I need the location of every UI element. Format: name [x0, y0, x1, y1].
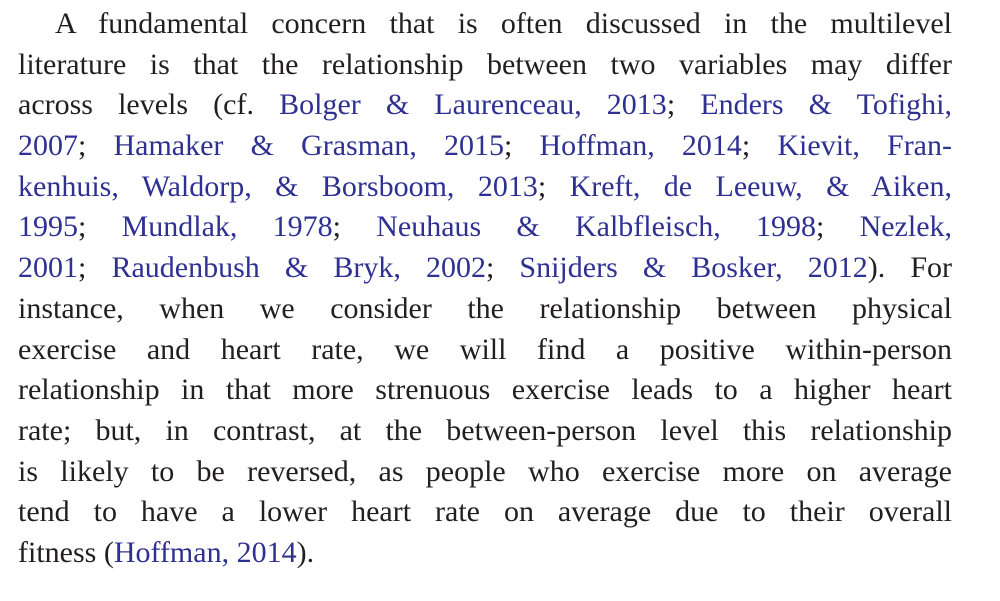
paragraph: A fundamental concern that is often disc…: [18, 4, 952, 574]
text-span: ;: [78, 251, 112, 285]
text-line: exercise and heart rate, we will find a …: [18, 330, 952, 371]
text-span: across levels (cf.: [18, 88, 280, 122]
text-span: ;: [537, 169, 570, 203]
text-line: 2007; Hamaker & Grasman, 2015; Hoffman, …: [18, 126, 952, 167]
citation-link[interactable]: Mundlak, 1978: [121, 210, 333, 244]
text-span: ;: [504, 129, 540, 163]
text-span: fitness (: [18, 535, 114, 569]
citation-link[interactable]: Snijders & Bosker, 2012: [519, 251, 868, 285]
text-line: tend to have a lower heart rate on avera…: [18, 492, 952, 533]
text-span: ;: [816, 210, 860, 244]
text-span: relationship in that more strenuous exer…: [18, 373, 952, 407]
text-span: A fundamental concern that is often disc…: [55, 7, 952, 40]
text-span: literature is that the relationship betw…: [18, 47, 952, 81]
citation-link[interactable]: Hamaker & Grasman, 2015: [113, 129, 504, 163]
text-span: ).: [296, 535, 315, 569]
text-span: rate; but, in contrast, at the between-p…: [18, 413, 952, 447]
text-line: across levels (cf. Bolger & Laurenceau, …: [18, 85, 952, 126]
text-line: 2001; Raudenbush & Bryk, 2002; Snijders …: [18, 248, 952, 289]
citation-link[interactable]: Enders & Tofighi,: [700, 88, 952, 122]
text-line: relationship in that more strenuous exer…: [18, 370, 952, 411]
text-line: is likely to be reversed, as people who …: [18, 452, 952, 493]
text-line: instance, when we consider the relations…: [18, 289, 952, 330]
citation-link[interactable]: Neuhaus & Kalbfleisch, 1998: [376, 210, 816, 244]
text-span: ;: [332, 210, 377, 244]
citation-link[interactable]: Hoffman, 2014: [113, 535, 297, 569]
text-line: fitness (Hoffman, 2014).: [18, 533, 952, 574]
text-line: rate; but, in contrast, at the between-p…: [18, 411, 952, 452]
citation-link[interactable]: Nezlek,: [859, 210, 953, 244]
text-span: ;: [485, 251, 520, 285]
text-line: kenhuis, Waldorp, & Borsboom, 2013; Kref…: [18, 167, 952, 208]
citation-link[interactable]: 2007: [18, 129, 78, 163]
text-span: ;: [78, 129, 114, 163]
citation-link[interactable]: Raudenbush & Bryk, 2002: [111, 251, 486, 285]
text-line: 1995; Mundlak, 1978; Neuhaus & Kalbfleis…: [18, 207, 952, 248]
citation-link[interactable]: Hoffman, 2014: [539, 129, 742, 163]
text-span: ;: [666, 88, 701, 122]
text-line: literature is that the relationship betw…: [18, 45, 952, 86]
text-span: exercise and heart rate, we will find a …: [18, 332, 952, 366]
text-span: tend to have a lower heart rate on avera…: [18, 495, 952, 529]
text-span: ;: [741, 129, 778, 163]
text-span: is likely to be reversed, as people who …: [18, 454, 952, 488]
text-line: A fundamental concern that is often disc…: [55, 4, 952, 45]
text-span: ;: [78, 210, 122, 244]
citation-link[interactable]: Kreft, de Leeuw, & Aiken,: [569, 169, 952, 203]
citation-link[interactable]: Bolger & Laurenceau, 2013: [279, 88, 667, 122]
citation-link[interactable]: 1995: [18, 210, 78, 244]
citation-link[interactable]: kenhuis, Waldorp, & Borsboom, 2013: [18, 169, 538, 203]
citation-link[interactable]: Kievit, Fran-: [777, 129, 952, 163]
text-span: instance, when we consider the relations…: [18, 291, 952, 325]
citation-link[interactable]: 2001: [18, 251, 78, 285]
text-span: ). For: [867, 251, 952, 285]
